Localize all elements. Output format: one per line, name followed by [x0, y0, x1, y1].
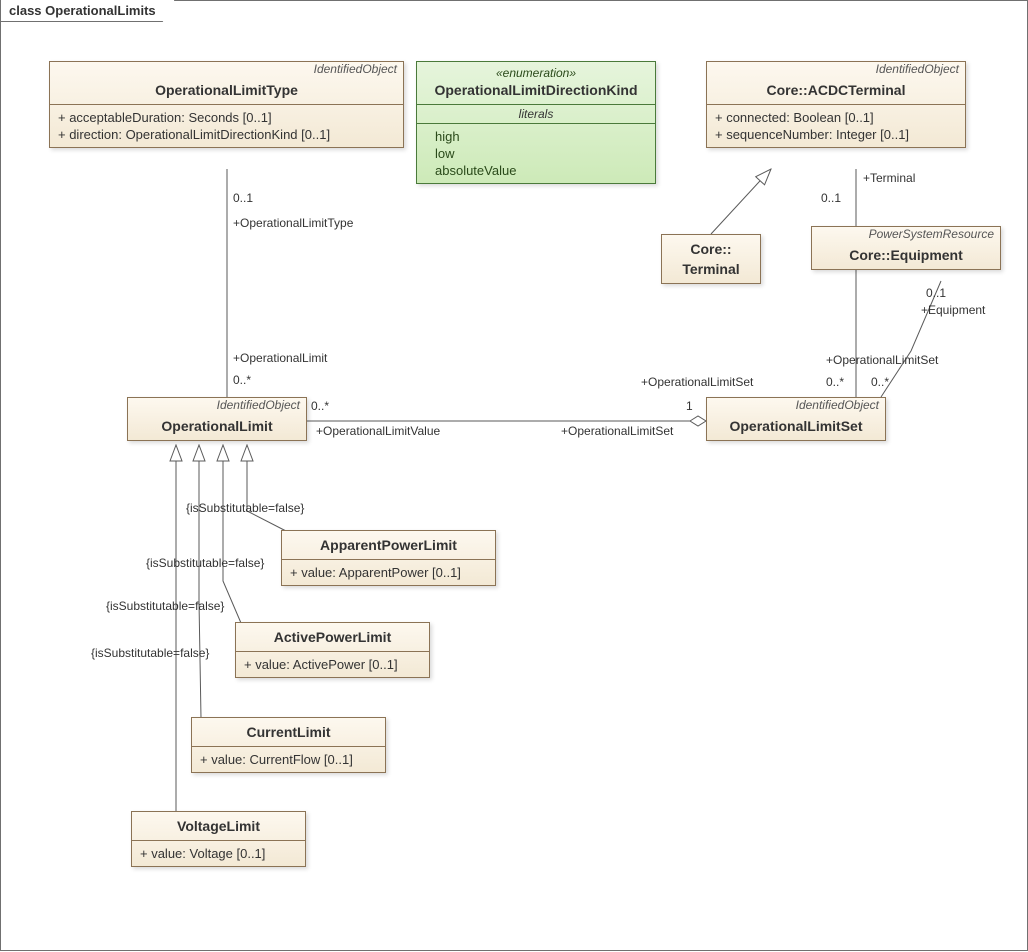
- attr: + value: Voltage [0..1]: [140, 845, 297, 862]
- class-title: VoltageLimit: [142, 816, 295, 836]
- class-title: ApparentPowerLimit: [292, 535, 485, 555]
- class-title: Core::ACDCTerminal: [717, 80, 955, 100]
- constraint-label: {isSubstitutable=false}: [146, 556, 264, 570]
- role-label: +OperationalLimitSet: [561, 424, 673, 438]
- mult-label: 0..*: [871, 375, 889, 389]
- attr: + sequenceNumber: Integer [0..1]: [715, 126, 957, 143]
- stereotype: IdentifiedObject: [707, 62, 965, 76]
- mult-label: 1: [686, 399, 693, 413]
- class-activepowerlimit: ActivePowerLimit + value: ActivePower [0…: [235, 622, 430, 678]
- enum-operationallimitdirectionkind: «enumeration» OperationalLimitDirectionK…: [416, 61, 656, 184]
- stereotype: IdentifiedObject: [128, 398, 306, 412]
- class-operationallimitset: IdentifiedObject OperationalLimitSet: [706, 397, 886, 441]
- frame-title: class OperationalLimits: [0, 0, 175, 22]
- mult-label: 0..*: [311, 399, 329, 413]
- class-operationallimit: IdentifiedObject OperationalLimit: [127, 397, 307, 441]
- constraint-label: {isSubstitutable=false}: [91, 646, 209, 660]
- mult-label: 0..1: [926, 286, 946, 300]
- literal: absoluteValue: [425, 162, 647, 179]
- class-acdcterminal: IdentifiedObject Core::ACDCTerminal + co…: [706, 61, 966, 148]
- class-title: OperationalLimit: [138, 416, 296, 436]
- role-label: +OperationalLimitSet: [826, 353, 938, 367]
- mult-label: 0..1: [233, 191, 253, 205]
- mult-label: 0..*: [826, 375, 844, 389]
- role-label: +Terminal: [863, 171, 915, 185]
- stereotype: «enumeration»: [427, 66, 645, 80]
- constraint-label: {isSubstitutable=false}: [186, 501, 304, 515]
- stereotype: PowerSystemResource: [812, 227, 1000, 241]
- mult-label: 0..*: [233, 373, 251, 387]
- role-label: +OperationalLimitValue: [316, 424, 440, 438]
- role-label: +OperationalLimit: [233, 351, 327, 365]
- class-operationallimittype: IdentifiedObject OperationalLimitType + …: [49, 61, 404, 148]
- attr: + value: CurrentFlow [0..1]: [200, 751, 377, 768]
- class-coreterminal: Core:: Terminal: [661, 234, 761, 284]
- stereotype: IdentifiedObject: [707, 398, 885, 412]
- enum-title: OperationalLimitDirectionKind: [427, 80, 645, 100]
- literal: high: [425, 128, 647, 145]
- class-title-l2: Terminal: [672, 259, 750, 279]
- attr: + acceptableDuration: Seconds [0..1]: [58, 109, 395, 126]
- role-label: +OperationalLimitSet: [641, 375, 753, 389]
- class-coreequipment: PowerSystemResource Core::Equipment: [811, 226, 1001, 270]
- stereotype: IdentifiedObject: [50, 62, 403, 76]
- class-title: ActivePowerLimit: [246, 627, 419, 647]
- literal: low: [425, 145, 647, 162]
- diagram-frame: class OperationalLimits Ide: [0, 0, 1028, 951]
- class-voltagelimit: VoltageLimit + value: Voltage [0..1]: [131, 811, 306, 867]
- class-title: OperationalLimitSet: [717, 416, 875, 436]
- mult-label: 0..1: [821, 191, 841, 205]
- role-label: +Equipment: [921, 303, 985, 317]
- literals-label: literals: [417, 105, 655, 124]
- class-title: CurrentLimit: [202, 722, 375, 742]
- constraint-label: {isSubstitutable=false}: [106, 599, 224, 613]
- role-label: +OperationalLimitType: [233, 216, 353, 230]
- class-title: Core::Equipment: [822, 245, 990, 265]
- attr: + connected: Boolean [0..1]: [715, 109, 957, 126]
- class-title-l1: Core::: [672, 239, 750, 259]
- class-title: OperationalLimitType: [60, 80, 393, 100]
- attr: + direction: OperationalLimitDirectionKi…: [58, 126, 395, 143]
- attr: + value: ApparentPower [0..1]: [290, 564, 487, 581]
- class-currentlimit: CurrentLimit + value: CurrentFlow [0..1]: [191, 717, 386, 773]
- attr: + value: ActivePower [0..1]: [244, 656, 421, 673]
- class-apparentpowerlimit: ApparentPowerLimit + value: ApparentPowe…: [281, 530, 496, 586]
